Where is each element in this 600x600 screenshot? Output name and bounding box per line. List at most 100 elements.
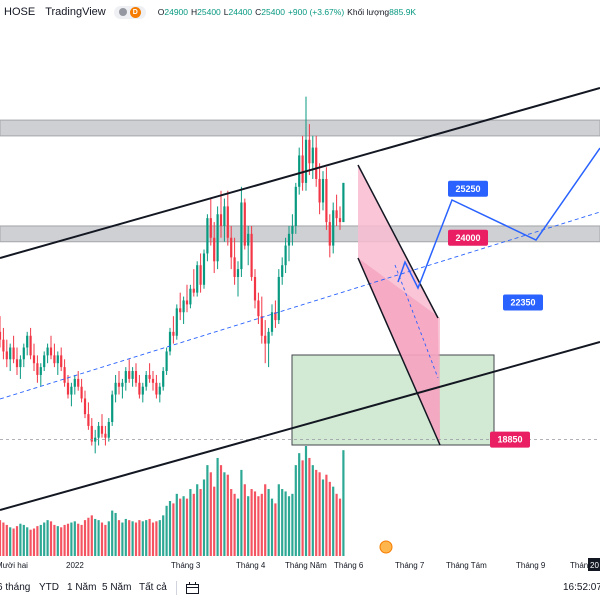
- volume-bar: [168, 501, 172, 556]
- volume-bar: [175, 493, 178, 556]
- volume-bar: [155, 521, 158, 556]
- visibility-toggle[interactable]: D: [113, 5, 146, 19]
- volume-bar: [257, 496, 260, 556]
- volume-bar: [63, 524, 66, 556]
- symbol-label[interactable]: HOSE: [4, 6, 36, 18]
- candle-body: [338, 218, 342, 223]
- candle-body: [155, 382, 158, 395]
- candle-body: [141, 386, 144, 395]
- volume-bar: [131, 521, 134, 556]
- candle-body: [134, 371, 138, 383]
- candle-body: [321, 178, 325, 203]
- candle-body: [230, 237, 233, 258]
- candle-body: [87, 414, 90, 426]
- ohlc-readout: O24900 H25400 L24400 C25400 +900 (+3.67%…: [158, 7, 416, 17]
- candle-body: [226, 206, 229, 238]
- candle-body: [219, 214, 223, 226]
- range-5y[interactable]: 5 Năm: [102, 582, 132, 593]
- candle-body: [172, 331, 175, 336]
- volume-bar: [236, 498, 240, 556]
- candle-body: [111, 394, 114, 422]
- volume-bar: [148, 518, 151, 556]
- candle-body: [308, 139, 311, 164]
- candle-body: [83, 398, 87, 415]
- candle-body: [117, 382, 121, 387]
- delayed-badge: D: [129, 6, 141, 18]
- candlesticks: [0, 96, 345, 454]
- volume-bar: [253, 491, 257, 556]
- volume-bar: [318, 472, 321, 556]
- price-label-text: 18850: [497, 435, 522, 445]
- candle-body: [315, 147, 318, 179]
- volume-bar: [202, 479, 206, 556]
- date-range-icon[interactable]: [186, 582, 199, 594]
- volume-bar: [274, 503, 277, 556]
- volume-bar: [298, 453, 301, 556]
- time-axis-label: Mười hai: [0, 561, 28, 570]
- volume-bar: [209, 472, 212, 556]
- volume-bar: [308, 457, 311, 556]
- current-date-badge: 20: [590, 561, 599, 570]
- range-6m[interactable]: 6 tháng: [0, 582, 31, 593]
- candle-body: [36, 363, 39, 375]
- candle-body: [124, 371, 127, 383]
- volume-bar: [36, 526, 39, 556]
- candle-body: [179, 308, 182, 313]
- change-value: +900 (+3.67%): [287, 7, 345, 17]
- volume-bar: [250, 489, 253, 556]
- candle-body: [182, 300, 185, 313]
- current-date-badge-box: [588, 558, 600, 571]
- volume-bar: [111, 510, 114, 556]
- candle-body: [223, 206, 226, 226]
- volume-bar: [338, 498, 342, 556]
- candle-body: [257, 300, 260, 317]
- volume-bar: [321, 479, 325, 556]
- volume-bar: [226, 474, 229, 556]
- candle-body: [148, 374, 151, 379]
- volume-bar: [287, 496, 291, 556]
- candle-body: [77, 378, 80, 387]
- candle-body: [199, 265, 202, 285]
- volume-bar: [87, 517, 90, 556]
- candle-body: [5, 351, 8, 360]
- price-label-box: [448, 180, 488, 197]
- candle-body: [162, 371, 165, 387]
- volume-bar: [56, 526, 59, 556]
- blue-dashed-projection: [394, 264, 439, 379]
- candle-body: [175, 308, 178, 336]
- candle-body: [318, 178, 321, 203]
- time-axis-label: Tháng 7: [395, 561, 425, 570]
- price-labels: 25250 24000 22350 18850: [379, 180, 543, 554]
- candle-body: [287, 233, 291, 246]
- candle-body: [114, 382, 117, 395]
- range-ytd[interactable]: YTD: [39, 582, 59, 593]
- dividend-marker: [379, 540, 393, 554]
- volume-bar: [19, 523, 22, 556]
- candle-body: [19, 359, 22, 368]
- volume-bar: [328, 481, 331, 556]
- price-label-text: 22350: [510, 297, 535, 307]
- candle-body: [151, 378, 155, 383]
- volume-bar: [73, 521, 76, 556]
- candle-body: [213, 237, 216, 262]
- candle-body: [145, 374, 148, 387]
- source-label: TradingView: [45, 6, 106, 18]
- candle-body: [121, 382, 124, 387]
- candle-body: [138, 382, 141, 395]
- volume-bar: [9, 527, 12, 556]
- range-1y[interactable]: 1 Năm: [67, 582, 97, 593]
- volume-key: Khối lượng: [347, 7, 390, 17]
- volume-bar: [162, 515, 165, 556]
- candle-body: [291, 226, 294, 234]
- candle-body: [335, 210, 338, 219]
- candle-body: [15, 359, 19, 368]
- time-axis-label: Tháng Tám: [446, 561, 487, 570]
- volume-bar: [49, 521, 53, 556]
- volume-bar: [60, 527, 63, 556]
- price-label-box: [490, 431, 530, 448]
- range-all[interactable]: Tất cả: [139, 582, 167, 593]
- candle-body: [189, 288, 192, 305]
- volume-value: 885.9K: [389, 7, 417, 17]
- candle-body: [304, 139, 308, 183]
